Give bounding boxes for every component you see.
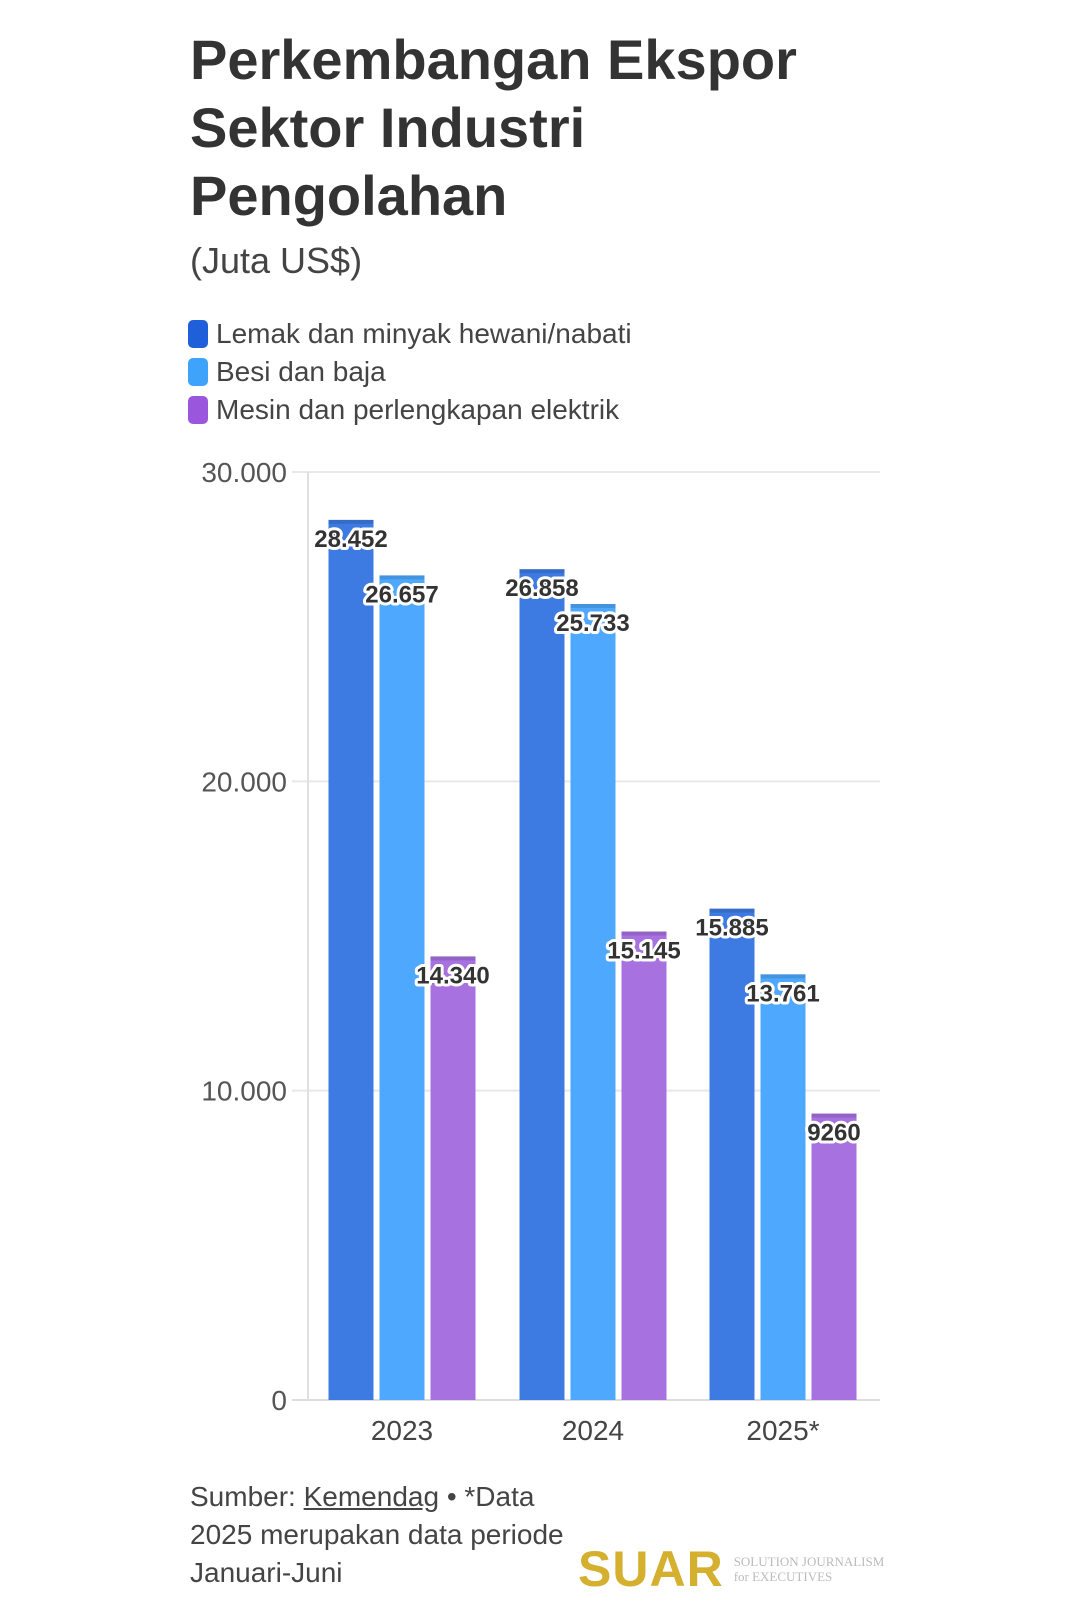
data-label: 26.657 <box>365 581 438 608</box>
legend-item: Lemak dan minyak hewani/nabati <box>188 315 632 353</box>
legend-swatch <box>188 358 208 386</box>
y-tick-label: 0 <box>271 1385 287 1416</box>
legend-item: Mesin dan perlengkapan elektrik <box>188 391 632 429</box>
legend-item: Besi dan baja <box>188 353 632 391</box>
bar <box>811 1113 857 1400</box>
logo-wordmark: SUAR <box>578 1541 724 1597</box>
source-link[interactable]: Kemendag <box>303 1481 440 1512</box>
legend-swatch <box>188 396 208 424</box>
x-tick-label: 2024 <box>562 1415 624 1446</box>
chart-subtitle: (Juta US$) <box>190 240 363 281</box>
bar <box>709 908 755 1400</box>
bar <box>430 956 476 1400</box>
chart-title: Perkembangan Ekspor Sektor Industri Peng… <box>190 28 797 227</box>
bar-chart: 0 10.000 20.000 30.000 2023 2024 2025* 28.452 26… <box>201 457 880 1446</box>
data-label: 25.733 <box>556 610 629 637</box>
y-tick-label: 10.000 <box>201 1076 287 1107</box>
data-label: 26.858 <box>505 575 578 602</box>
bar <box>519 569 565 1400</box>
footer-note: • *Data 2025 merupakan data periode Janu… <box>190 1481 564 1588</box>
footer: Sumber: Kemendag • *Data 2025 merupakan … <box>190 1478 570 1592</box>
data-label: 28.452 <box>314 526 387 553</box>
tagline-line: for EXECUTIVES <box>733 1569 833 1584</box>
suar-logo: SUAR SOLUTION JOURNALISM for EXECUTIVES <box>578 1540 884 1598</box>
bar <box>621 931 667 1400</box>
tagline-line: SOLUTION JOURNALISM <box>733 1554 885 1569</box>
data-label: 15.145 <box>607 938 680 965</box>
legend-swatch <box>188 320 208 348</box>
bar <box>328 519 374 1400</box>
source-label: Sumber: <box>190 1481 296 1512</box>
bar-cap <box>621 931 667 936</box>
bar-cap <box>760 974 806 979</box>
bar <box>379 575 425 1400</box>
x-tick-label: 2023 <box>371 1415 433 1446</box>
bar-cap <box>328 519 374 524</box>
legend: Lemak dan minyak hewani/nabati Besi dan … <box>188 315 632 429</box>
y-tick-label: 20.000 <box>201 766 287 797</box>
y-tick-label: 30.000 <box>201 457 287 488</box>
bar-cap <box>570 603 616 608</box>
bar <box>760 974 806 1400</box>
bar <box>570 603 616 1400</box>
bar-cap <box>709 908 755 913</box>
bar-cap <box>519 569 565 574</box>
logo-tagline: SOLUTION JOURNALISM for EXECUTIVES <box>734 1554 885 1584</box>
bar-cap <box>430 956 476 961</box>
data-label: 15.885 <box>695 915 768 942</box>
legend-label: Besi dan baja <box>216 356 386 387</box>
data-label: 13.761 <box>746 980 819 1007</box>
data-label: 9260 <box>807 1120 860 1147</box>
x-tick-label: 2025* <box>746 1415 819 1446</box>
legend-label: Mesin dan perlengkapan elektrik <box>216 394 620 425</box>
legend-label: Lemak dan minyak hewani/nabati <box>216 318 632 349</box>
bar-cap <box>811 1113 857 1118</box>
bar-cap <box>379 575 425 580</box>
data-label: 14.340 <box>416 962 489 989</box>
